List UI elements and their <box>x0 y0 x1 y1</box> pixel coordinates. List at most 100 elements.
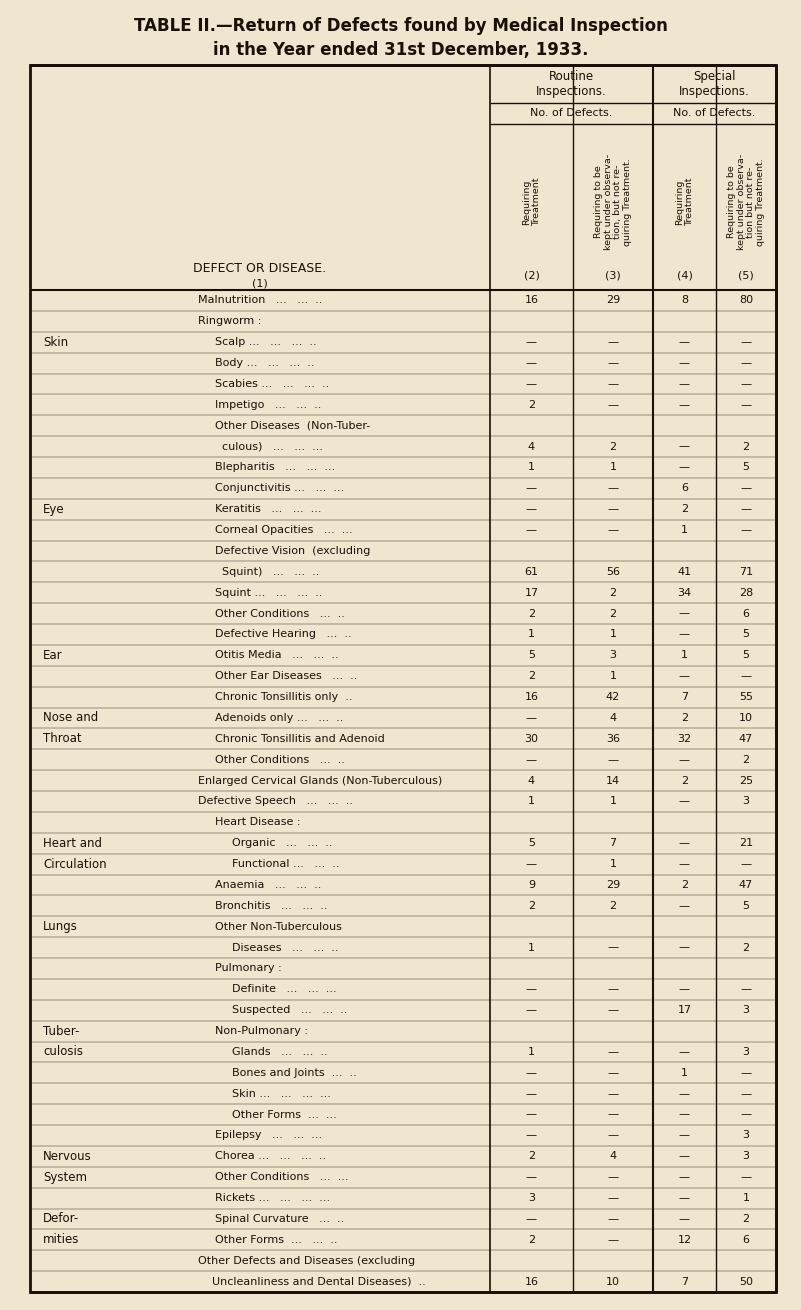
Text: 2: 2 <box>610 609 617 618</box>
Text: 80: 80 <box>739 296 753 305</box>
Text: 2: 2 <box>610 441 617 452</box>
Text: —: — <box>740 504 751 515</box>
Text: Ear: Ear <box>43 648 62 662</box>
Text: —: — <box>526 525 537 534</box>
Text: 2: 2 <box>528 671 535 681</box>
Text: 6: 6 <box>681 483 688 494</box>
Text: —: — <box>526 1110 537 1120</box>
Text: —: — <box>526 984 537 994</box>
Text: 34: 34 <box>678 588 691 597</box>
Text: 14: 14 <box>606 776 620 786</box>
Text: Lungs: Lungs <box>43 920 78 933</box>
Text: Adenoids only ...   ...  ..: Adenoids only ... ... .. <box>208 713 344 723</box>
Text: 5: 5 <box>528 650 535 660</box>
Text: Scalp ...   ...   ...  ..: Scalp ... ... ... .. <box>208 337 316 347</box>
Text: 5: 5 <box>743 901 750 910</box>
Text: 3: 3 <box>743 796 750 807</box>
Text: —: — <box>679 1110 690 1120</box>
Text: —: — <box>607 1172 618 1182</box>
Text: —: — <box>526 358 537 368</box>
Text: —: — <box>526 859 537 869</box>
Text: 17: 17 <box>525 588 538 597</box>
Text: Requiring
Treatment: Requiring Treatment <box>522 178 541 227</box>
Text: 2: 2 <box>528 901 535 910</box>
Text: 42: 42 <box>606 692 620 702</box>
Text: 29: 29 <box>606 880 620 889</box>
Text: —: — <box>679 337 690 347</box>
Text: Pulmonary :: Pulmonary : <box>208 963 282 973</box>
Text: 3: 3 <box>528 1193 535 1203</box>
Text: 6: 6 <box>743 1235 750 1244</box>
Text: Squint)   ...   ...  ..: Squint) ... ... .. <box>208 567 320 576</box>
Text: —: — <box>740 1172 751 1182</box>
Text: —: — <box>740 671 751 681</box>
Text: —: — <box>679 796 690 807</box>
Text: Throat: Throat <box>43 732 82 745</box>
Text: (2): (2) <box>524 271 539 282</box>
Text: (4): (4) <box>677 271 692 282</box>
Text: —: — <box>526 483 537 494</box>
Text: —: — <box>740 379 751 389</box>
Text: 12: 12 <box>678 1235 691 1244</box>
Text: Other Conditions   ...  ..: Other Conditions ... .. <box>208 609 345 618</box>
Text: 10: 10 <box>606 1276 620 1286</box>
Text: 47: 47 <box>739 880 753 889</box>
Text: —: — <box>679 755 690 765</box>
Text: Anaemia   ...   ...  ..: Anaemia ... ... .. <box>208 880 321 889</box>
Text: 1: 1 <box>743 1193 750 1203</box>
Text: —: — <box>526 1089 537 1099</box>
Text: —: — <box>607 1235 618 1244</box>
Text: —: — <box>607 1005 618 1015</box>
Text: Other Conditions   ...  ...: Other Conditions ... ... <box>208 1172 348 1182</box>
Text: culosis: culosis <box>43 1045 83 1058</box>
Text: —: — <box>607 984 618 994</box>
Text: Other Defects and Diseases (excluding: Other Defects and Diseases (excluding <box>198 1256 415 1265</box>
Text: —: — <box>526 1068 537 1078</box>
Text: 36: 36 <box>606 734 620 744</box>
Text: System: System <box>43 1171 87 1184</box>
Text: Diseases   ...   ...  ..: Diseases ... ... .. <box>218 943 339 952</box>
Text: —: — <box>740 483 751 494</box>
Text: 2: 2 <box>681 713 688 723</box>
Text: culous)   ...   ...  ...: culous) ... ... ... <box>208 441 323 452</box>
Text: 7: 7 <box>681 692 688 702</box>
Text: Heart Disease :: Heart Disease : <box>208 817 300 828</box>
Text: 1: 1 <box>681 1068 688 1078</box>
Text: 16: 16 <box>525 692 538 702</box>
Text: —: — <box>526 1005 537 1015</box>
Text: Conjunctivitis ...   ...  ...: Conjunctivitis ... ... ... <box>208 483 344 494</box>
Text: —: — <box>607 504 618 515</box>
Text: 2: 2 <box>681 880 688 889</box>
Text: —: — <box>607 400 618 410</box>
Text: —: — <box>607 1214 618 1224</box>
Text: Defective Hearing   ...  ..: Defective Hearing ... .. <box>208 629 352 639</box>
Text: Requiring
Treatment: Requiring Treatment <box>675 178 694 227</box>
Text: —: — <box>679 379 690 389</box>
Text: —: — <box>740 337 751 347</box>
Text: 3: 3 <box>610 650 617 660</box>
Text: —: — <box>679 943 690 952</box>
Text: 4: 4 <box>610 1151 617 1161</box>
Text: —: — <box>607 1193 618 1203</box>
Text: Epilepsy   ...   ...  ...: Epilepsy ... ... ... <box>208 1131 322 1141</box>
Text: 55: 55 <box>739 692 753 702</box>
Text: —: — <box>526 1214 537 1224</box>
Text: —: — <box>679 901 690 910</box>
Text: 1: 1 <box>528 943 535 952</box>
Text: Malnutrition   ...   ...  ..: Malnutrition ... ... .. <box>198 296 322 305</box>
Text: Routine
Inspections.: Routine Inspections. <box>536 69 607 98</box>
Text: 2: 2 <box>528 1235 535 1244</box>
Text: Skin: Skin <box>43 335 68 348</box>
Text: mities: mities <box>43 1233 79 1246</box>
Text: 61: 61 <box>525 567 538 576</box>
Text: Special
Inspections.: Special Inspections. <box>679 69 750 98</box>
Text: 2: 2 <box>743 755 750 765</box>
Text: —: — <box>679 609 690 618</box>
Text: 2: 2 <box>610 901 617 910</box>
Text: —: — <box>607 943 618 952</box>
Text: Chronic Tonsillitis and Adenoid: Chronic Tonsillitis and Adenoid <box>208 734 384 744</box>
Text: Other Forms  ...   ...  ..: Other Forms ... ... .. <box>208 1235 337 1244</box>
Text: —: — <box>740 400 751 410</box>
Text: 1: 1 <box>528 629 535 639</box>
Text: —: — <box>679 441 690 452</box>
